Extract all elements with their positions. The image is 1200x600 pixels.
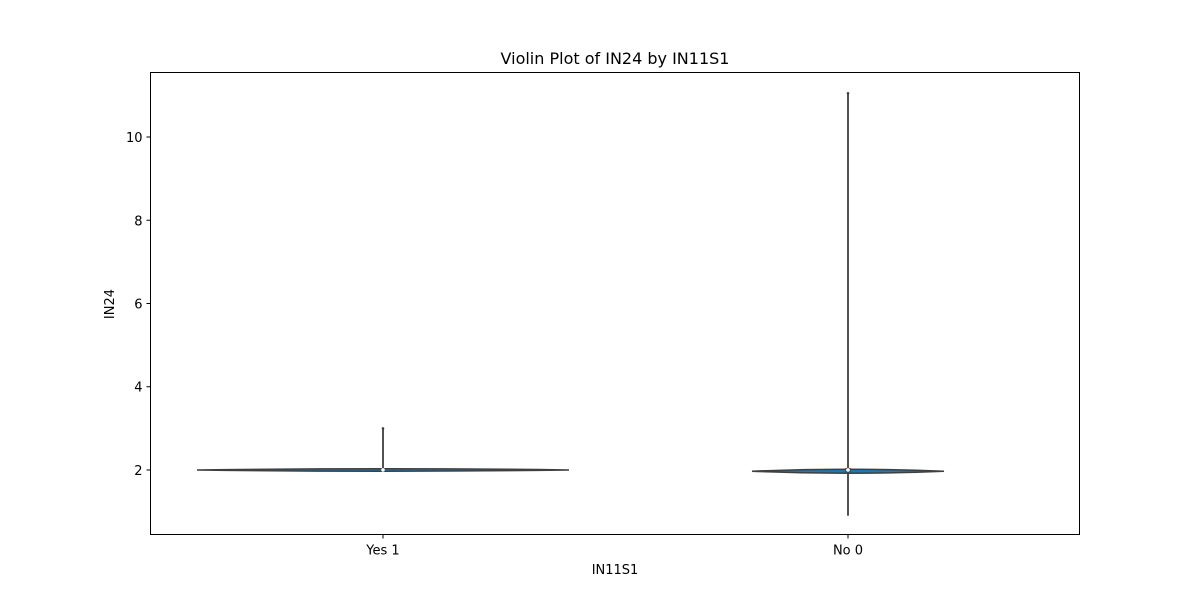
x-axis-label: IN11S1 (592, 563, 639, 578)
y-axis-label: IN24 (103, 289, 118, 319)
x-tick-label: No 0 (833, 544, 863, 559)
y-tick-label: 8 (134, 214, 142, 229)
violin-median-point (846, 468, 850, 472)
y-tick-label: 2 (134, 464, 142, 479)
x-axis: Yes 1 No 0 (365, 534, 863, 559)
violin-max-point (381, 427, 385, 430)
y-tick-label: 10 (126, 131, 143, 146)
y-axis: 2 4 6 8 10 (126, 131, 151, 479)
y-tick-label: 6 (134, 298, 142, 313)
violin-max-point (846, 92, 850, 95)
violin-median-point (381, 468, 385, 472)
violins-layer (196, 92, 945, 516)
x-tick-label: Yes 1 (365, 544, 399, 559)
chart-title: Violin Plot of IN24 by IN11S1 (501, 49, 730, 68)
y-tick-label: 4 (134, 381, 142, 396)
